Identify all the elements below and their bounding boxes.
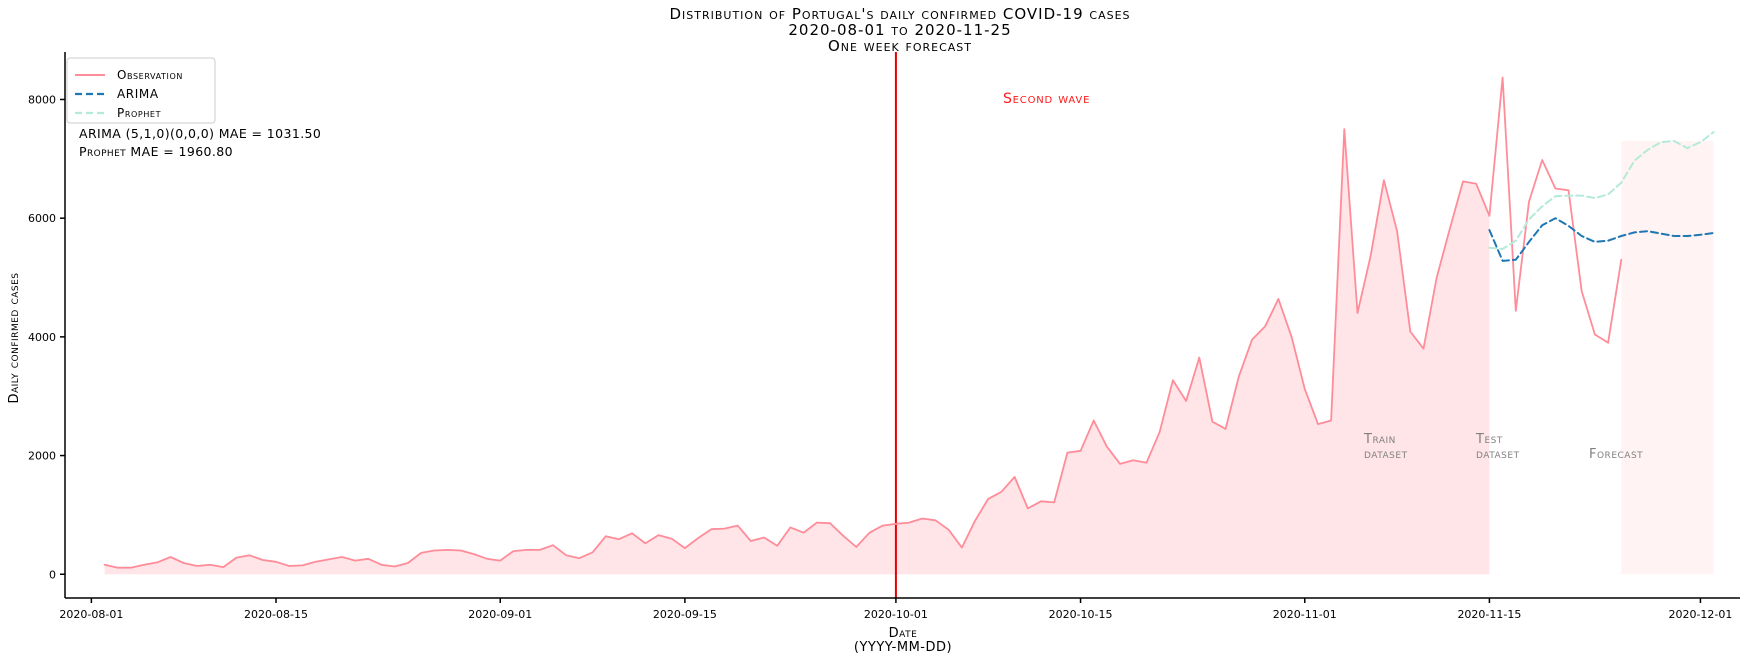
axes: 0 2000 4000 6000 8000 2020-08-01 2020-08-15 202… [28,52,1740,621]
forecast-label: Forecast [1589,447,1643,462]
observation-line [103,76,1623,569]
y-tick-label: 2000 [28,450,56,463]
series-lines [103,52,1715,598]
x-tick-label: 2020-10-15 [1049,608,1113,621]
prophet-line [1488,131,1715,250]
legend-label-observation: Observation [117,68,183,82]
legend-label-arima: ARIMA [117,87,159,101]
x-tick-label: 2020-12-01 [1668,608,1732,621]
x-tick-label: 2020-08-01 [59,608,123,621]
x-axis-label: Date [889,626,918,641]
y-axis-label: Daily confirmed cases [7,272,22,403]
chart-text: Distribution of Portugal's daily confirm… [7,5,1643,655]
prophet-mae-note: Prophet MAE = 1960.80 [79,144,233,159]
x-axis-sublabel: (YYYY-MM-DD) [854,640,952,655]
test-region-area [1489,77,1622,575]
legend-label-prophet: Prophet [117,106,161,120]
y-tick-label: 8000 [28,93,56,106]
legend: Observation ARIMA Prophet [66,57,216,124]
chart-title-line-3: One week forecast [828,37,972,55]
x-tick-label: 2020-09-01 [468,608,532,621]
second-wave-label: Second wave [1003,91,1090,107]
background-fills [104,77,1714,575]
chart-title-line-1: Distribution of Portugal's daily confirm… [669,5,1130,23]
x-tick-label: 2020-11-01 [1273,608,1337,621]
y-tick-label: 4000 [28,331,56,344]
train-label-line-1: Train [1363,432,1396,447]
test-label-line-1: Test [1475,432,1503,447]
x-tick-label: 2020-08-15 [244,608,308,621]
x-tick-label: 2020-11-15 [1457,608,1521,621]
arima-line [1488,217,1715,262]
observation-area [104,77,1622,575]
x-tick-label: 2020-09-15 [653,608,717,621]
train-label-line-2: dataset [1364,447,1408,462]
test-label-line-2: dataset [1476,447,1520,462]
chart-title-line-2: 2020-08-01 to 2020-11-25 [788,21,1011,39]
y-tick-label: 6000 [28,212,56,225]
forecast-region [1621,141,1714,575]
y-tick-label: 0 [49,568,56,581]
x-tick-label: 2020-10-01 [864,608,928,621]
arima-mae-note: ARIMA (5,1,0)(0,0,0) MAE = 1031.50 [79,126,321,141]
